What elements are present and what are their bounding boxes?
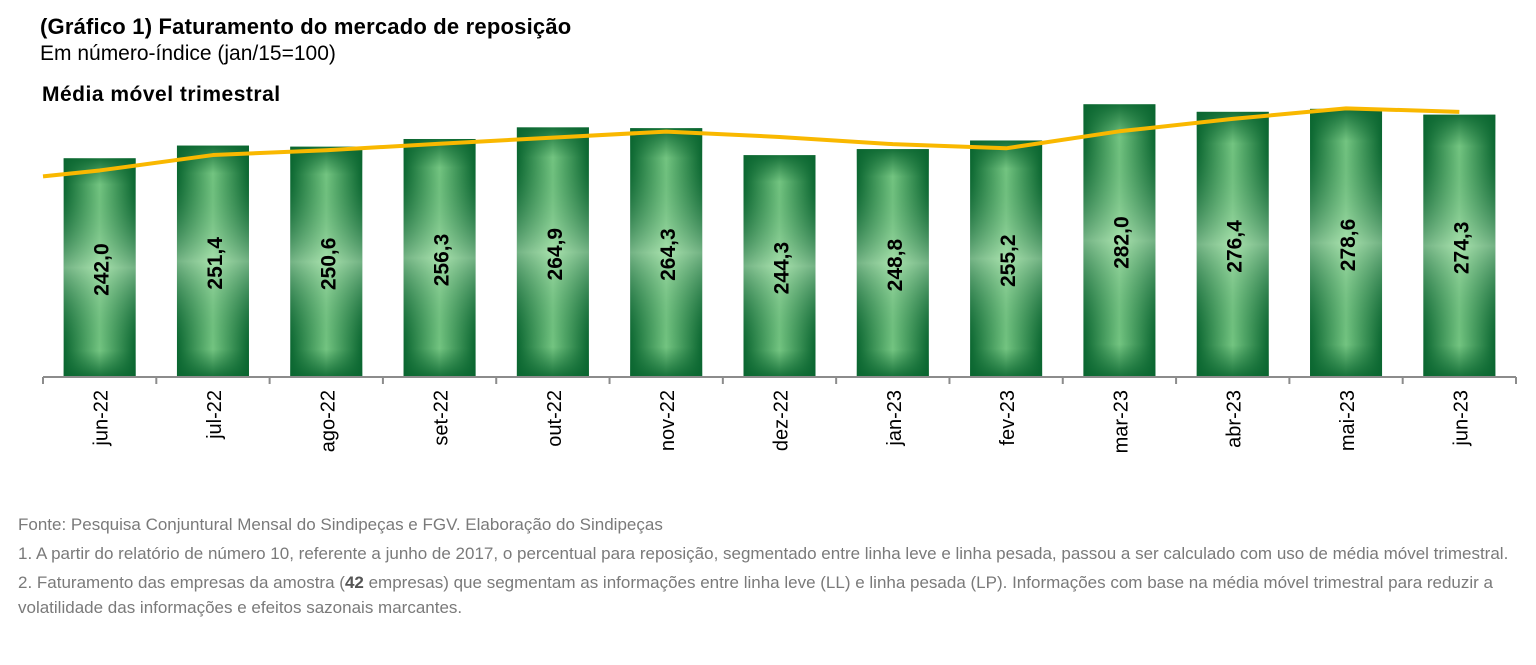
x-tick-label: jun-22	[91, 390, 113, 447]
bar-shading	[743, 155, 816, 377]
bar-data-label: 248,8	[884, 238, 907, 291]
chart-subtitle: Em número-índice (jan/15=100)	[40, 42, 336, 65]
bar-shading	[1310, 108, 1383, 377]
line-series-label: Média móvel trimestral	[42, 83, 281, 106]
footnotes: Fonte: Pesquisa Conjuntural Mensal do Si…	[18, 512, 1518, 624]
bar-shading	[1083, 104, 1156, 378]
bar-data-label: 250,6	[317, 238, 340, 291]
bar-data-label: 264,9	[544, 228, 567, 281]
source-note: Fonte: Pesquisa Conjuntural Mensal do Si…	[18, 515, 663, 534]
x-tick-label: mai-23	[1337, 390, 1359, 451]
moving-average-line	[42, 106, 1460, 179]
x-tick-label: jun-23	[1450, 390, 1472, 447]
bar-shading	[63, 158, 136, 377]
footnote-2: 2. Faturamento das empresas da amostra (…	[18, 570, 1518, 620]
x-tick-label: out-22	[544, 390, 566, 447]
x-tick-label: abr-23	[1224, 390, 1246, 448]
chart-title: (Gráfico 1) Faturamento do mercado de re…	[40, 14, 572, 39]
x-tick-label: nov-22	[657, 390, 679, 451]
bar-data-label: 251,4	[204, 237, 227, 290]
bar-shading	[403, 138, 476, 377]
x-tick-label: fev-23	[997, 390, 1019, 446]
bar-data-label: 256,3	[431, 234, 454, 287]
bar-shading	[1196, 111, 1269, 378]
bar-shading	[1423, 114, 1496, 377]
footnote-1: 1. A partir do relatório de número 10, r…	[18, 544, 1509, 563]
bar-data-label: 276,4	[1224, 220, 1247, 273]
footnote-2-text: 2. Faturamento das empresas da amostra (	[18, 573, 345, 592]
bar-shading	[176, 145, 249, 377]
bar-data-label: 242,0	[91, 243, 114, 296]
x-tick-label: mar-23	[1110, 390, 1132, 453]
bar-data-label: 278,6	[1337, 219, 1360, 272]
bar-data-label: 274,3	[1450, 222, 1473, 275]
footnote-2-count: 42	[344, 573, 364, 592]
x-tick-label: jan-23	[884, 390, 906, 447]
bar-shading	[290, 146, 363, 377]
bar-data-label: 244,3	[771, 242, 794, 295]
bar-shading	[516, 127, 589, 377]
bar-shading	[970, 140, 1043, 377]
bar-data-label: 264,3	[657, 228, 680, 281]
footnote-2-text-end: empresas) que segmentam as informações e…	[18, 573, 1494, 617]
x-tick-label: jul-22	[204, 390, 226, 440]
bar-data-label: 282,0	[1110, 216, 1133, 269]
bar-shading	[856, 149, 929, 377]
bar-data-label: 255,2	[997, 234, 1020, 287]
x-tick-label: dez-22	[771, 390, 793, 451]
x-tick-label: ago-22	[317, 390, 339, 452]
x-tick-label: set-22	[431, 390, 453, 446]
bar-shading	[630, 128, 703, 377]
